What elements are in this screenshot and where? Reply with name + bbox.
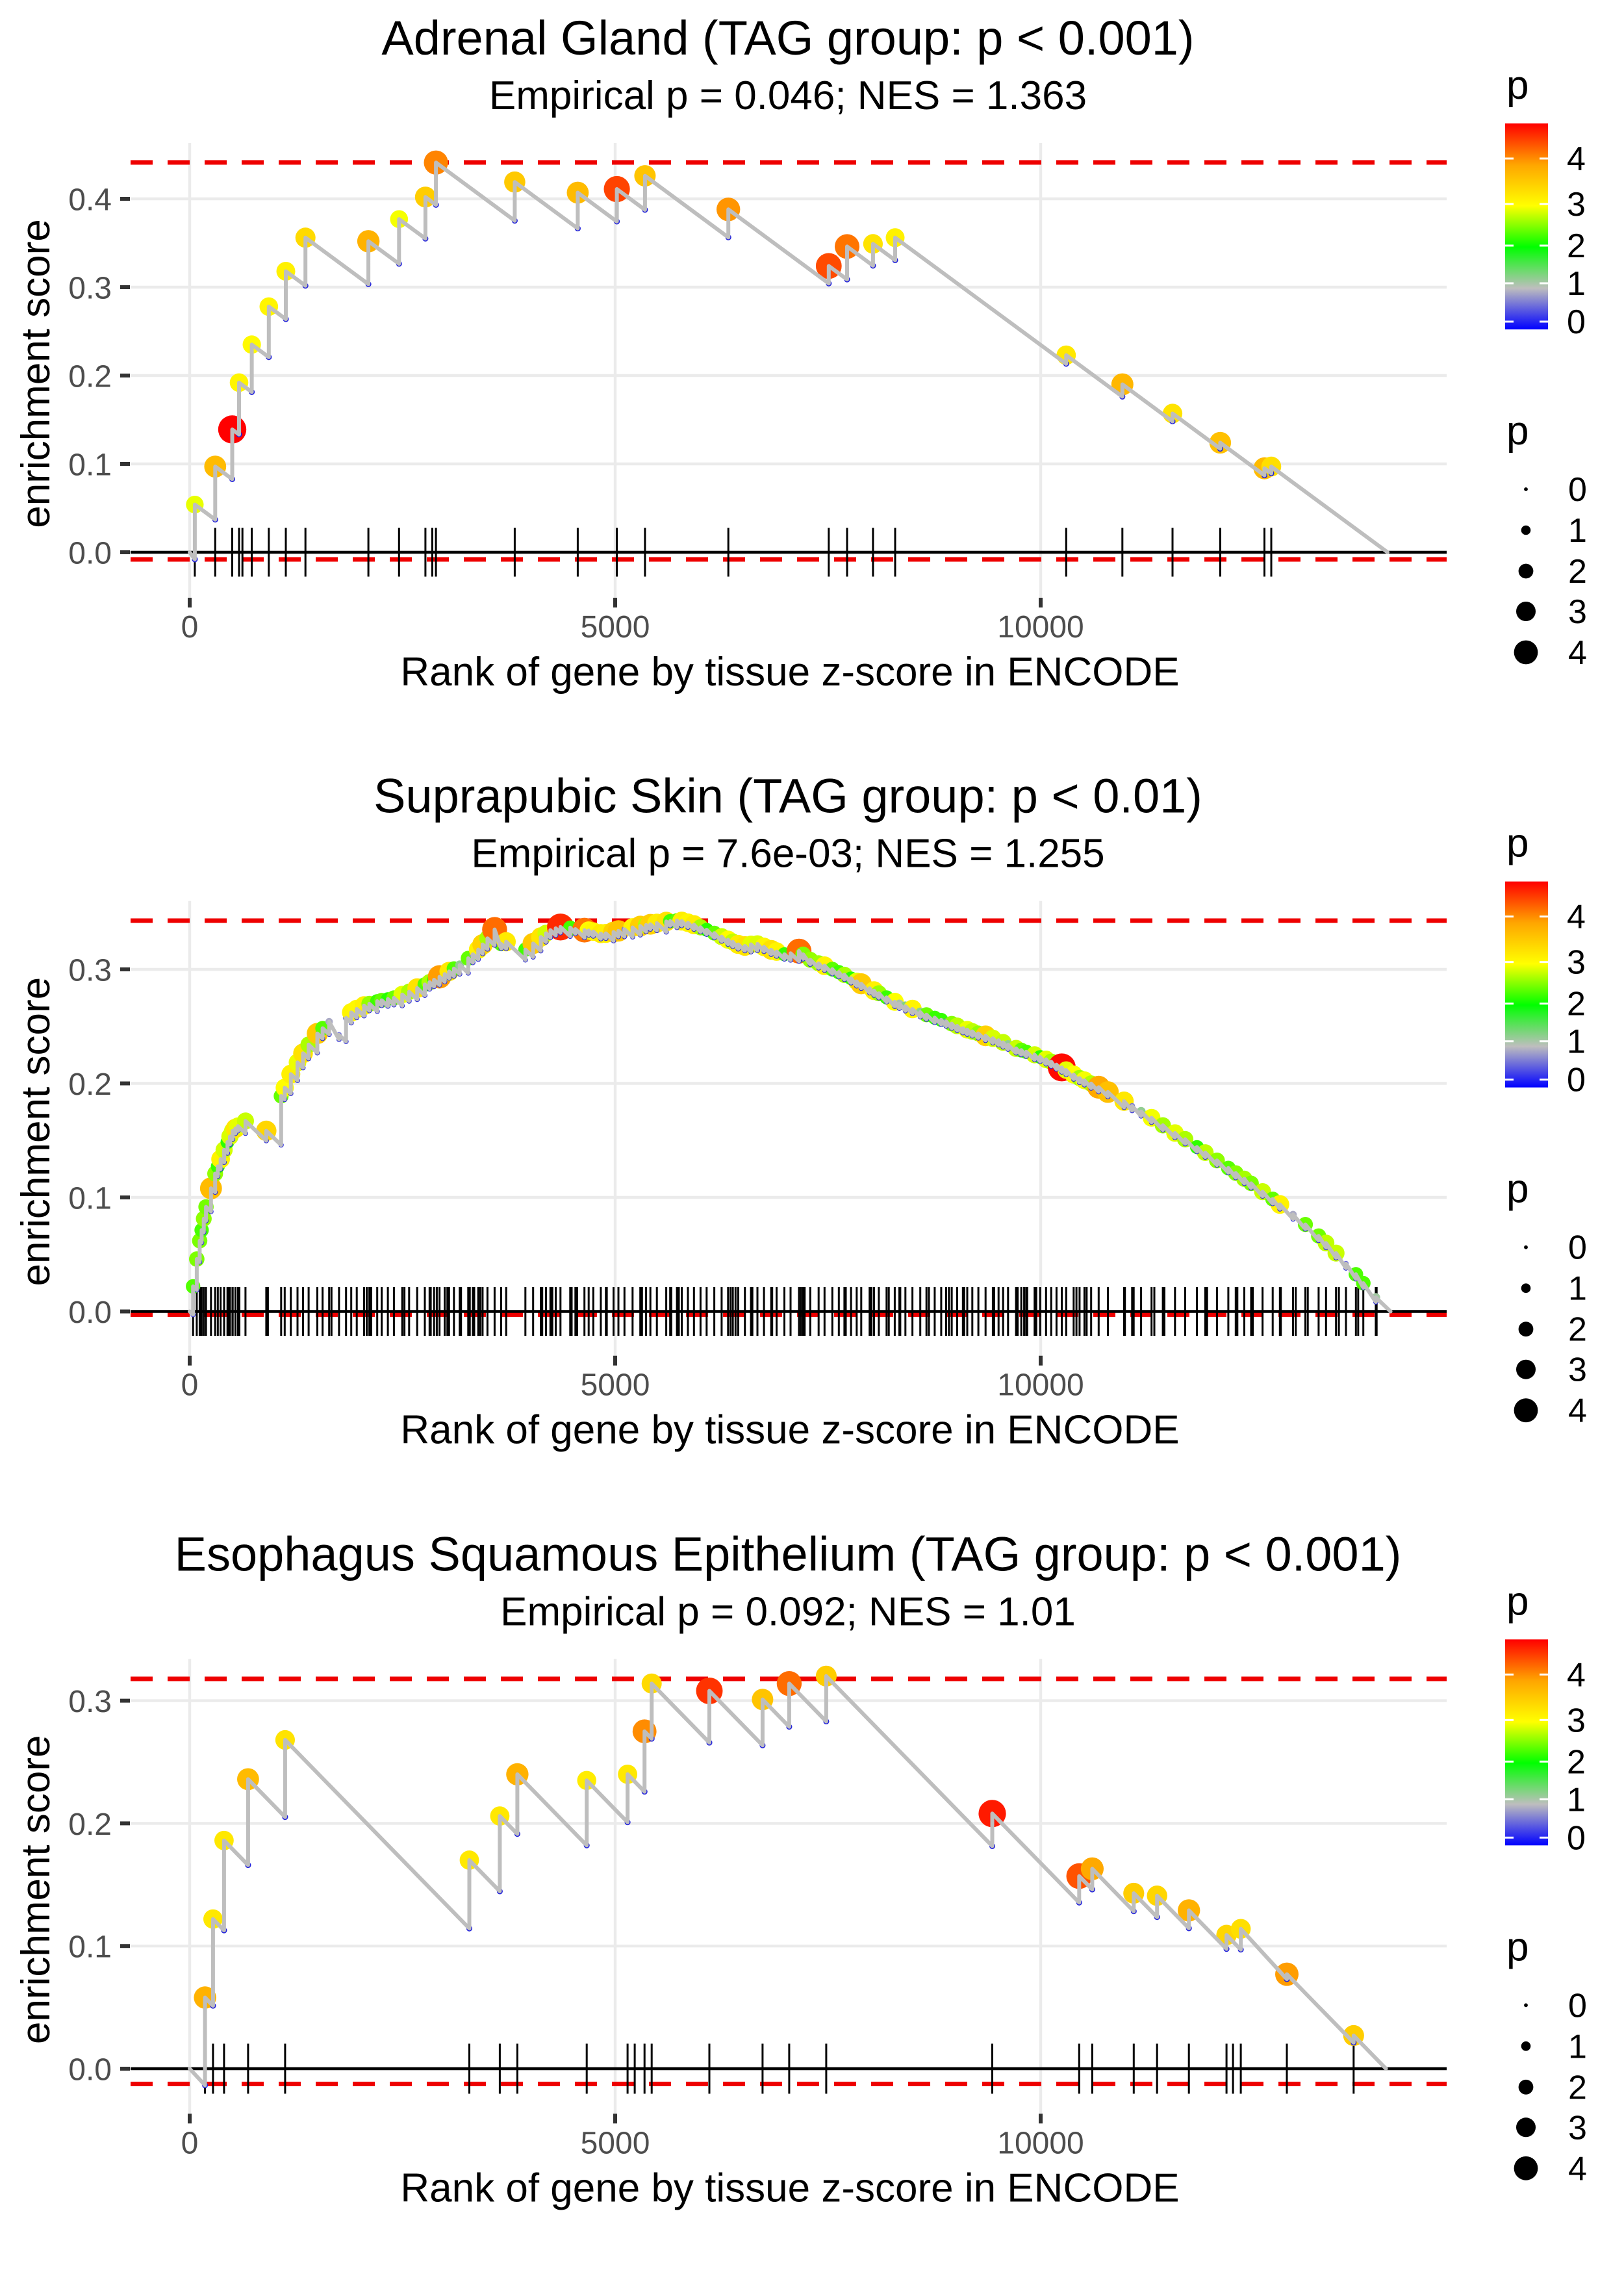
svg-text:0.4: 0.4 bbox=[68, 183, 112, 218]
svg-text:5000: 5000 bbox=[581, 2126, 650, 2160]
svg-text:2: 2 bbox=[1568, 1311, 1587, 1349]
svg-text:3: 3 bbox=[1568, 593, 1587, 631]
svg-text:0: 0 bbox=[181, 2126, 199, 2160]
svg-text:p: p bbox=[1506, 1579, 1529, 1624]
svg-text:Suprapubic Skin (TAG group: p: Suprapubic Skin (TAG group: p < 0.01) bbox=[374, 769, 1202, 823]
svg-text:p: p bbox=[1506, 1924, 1529, 1969]
svg-text:enrichment score: enrichment score bbox=[14, 977, 58, 1286]
svg-text:enrichment score: enrichment score bbox=[14, 1735, 58, 2045]
svg-text:2: 2 bbox=[1568, 553, 1587, 591]
svg-text:0: 0 bbox=[1567, 1819, 1586, 1857]
svg-text:0.2: 0.2 bbox=[68, 360, 112, 394]
svg-text:4: 4 bbox=[1568, 2150, 1587, 2188]
svg-text:p: p bbox=[1506, 409, 1529, 454]
svg-text:3: 3 bbox=[1568, 2109, 1587, 2147]
svg-text:enrichment score: enrichment score bbox=[14, 219, 58, 528]
svg-text:2: 2 bbox=[1567, 986, 1586, 1023]
svg-text:4: 4 bbox=[1568, 1392, 1587, 1430]
svg-text:0: 0 bbox=[1568, 471, 1587, 509]
svg-text:4: 4 bbox=[1568, 634, 1587, 672]
svg-text:4: 4 bbox=[1567, 1656, 1586, 1694]
svg-text:Empirical p = 7.6e-03; NES = 1: Empirical p = 7.6e-03; NES = 1.255 bbox=[471, 832, 1104, 876]
svg-text:1: 1 bbox=[1568, 512, 1587, 550]
svg-text:2: 2 bbox=[1567, 227, 1586, 265]
svg-text:Rank of gene by tissue z-score: Rank of gene by tissue z-score in ENCODE bbox=[400, 650, 1179, 695]
svg-text:0: 0 bbox=[1567, 1062, 1586, 1099]
svg-text:1: 1 bbox=[1567, 1781, 1586, 1819]
svg-text:1: 1 bbox=[1567, 265, 1586, 303]
svg-text:3: 3 bbox=[1567, 186, 1586, 224]
svg-text:10000: 10000 bbox=[997, 1368, 1084, 1403]
svg-text:4: 4 bbox=[1567, 899, 1586, 936]
svg-text:0.2: 0.2 bbox=[68, 1067, 112, 1102]
svg-text:10000: 10000 bbox=[997, 610, 1084, 645]
svg-text:p: p bbox=[1506, 821, 1529, 866]
svg-text:0: 0 bbox=[181, 1368, 199, 1403]
svg-text:0.0: 0.0 bbox=[68, 1296, 112, 1330]
svg-text:2: 2 bbox=[1567, 1743, 1586, 1781]
svg-text:1: 1 bbox=[1568, 2028, 1587, 2065]
svg-text:5000: 5000 bbox=[581, 1368, 650, 1403]
svg-text:0.1: 0.1 bbox=[68, 1182, 112, 1216]
svg-text:2: 2 bbox=[1568, 2069, 1587, 2106]
svg-text:0: 0 bbox=[1568, 1987, 1587, 2025]
svg-text:0.0: 0.0 bbox=[68, 2053, 112, 2088]
svg-text:Rank of gene by tissue z-score: Rank of gene by tissue z-score in ENCODE bbox=[400, 2165, 1179, 2210]
svg-text:Rank of gene by tissue z-score: Rank of gene by tissue z-score in ENCODE bbox=[400, 1408, 1179, 1453]
svg-text:0.3: 0.3 bbox=[68, 954, 112, 988]
svg-text:4: 4 bbox=[1567, 140, 1586, 178]
svg-text:10000: 10000 bbox=[997, 2126, 1084, 2160]
svg-text:0: 0 bbox=[1567, 303, 1586, 341]
svg-text:3: 3 bbox=[1567, 944, 1586, 982]
svg-text:1: 1 bbox=[1567, 1023, 1586, 1061]
svg-text:1: 1 bbox=[1568, 1270, 1587, 1308]
svg-text:Empirical p = 0.046; NES = 1.3: Empirical p = 0.046; NES = 1.363 bbox=[489, 73, 1087, 118]
svg-text:p: p bbox=[1506, 1167, 1529, 1212]
svg-text:0.0: 0.0 bbox=[68, 537, 112, 571]
svg-text:Adrenal Gland (TAG group: p <: Adrenal Gland (TAG group: p < 0.001) bbox=[381, 11, 1194, 65]
svg-text:p: p bbox=[1506, 63, 1529, 108]
svg-text:Empirical p = 0.092; NES = 1.0: Empirical p = 0.092; NES = 1.01 bbox=[500, 1589, 1076, 1634]
svg-text:0.1: 0.1 bbox=[68, 448, 112, 483]
svg-text:0: 0 bbox=[1568, 1229, 1587, 1267]
svg-text:0.2: 0.2 bbox=[68, 1808, 112, 1842]
svg-text:Esophagus Squamous Epithelium: Esophagus Squamous Epithelium (TAG group… bbox=[175, 1527, 1402, 1581]
svg-text:0.3: 0.3 bbox=[68, 1685, 112, 1719]
svg-text:5000: 5000 bbox=[581, 610, 650, 645]
svg-text:0.1: 0.1 bbox=[68, 1930, 112, 1965]
svg-text:3: 3 bbox=[1567, 1702, 1586, 1739]
svg-text:3: 3 bbox=[1568, 1351, 1587, 1389]
svg-text:0.3: 0.3 bbox=[68, 272, 112, 306]
svg-text:0: 0 bbox=[181, 610, 199, 645]
